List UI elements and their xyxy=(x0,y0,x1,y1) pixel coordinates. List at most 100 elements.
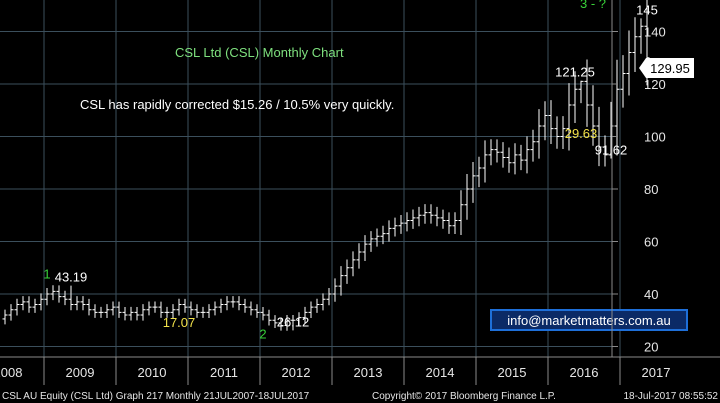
url-box-frame xyxy=(490,309,688,331)
ohlc-bar xyxy=(524,136,530,174)
ohlc-bar xyxy=(68,285,74,311)
ohlc-bar xyxy=(536,109,542,159)
ohlc-bar xyxy=(566,83,572,151)
ohlc-bar xyxy=(128,306,134,321)
ohlc-bar xyxy=(470,161,476,203)
ohlc-bar xyxy=(110,301,116,316)
ohlc-bar xyxy=(242,298,248,313)
x-tick-label: 2008 xyxy=(0,365,22,380)
ohlc-bar xyxy=(284,315,290,331)
footer-security: CSL AU Equity (CSL Ltd) Graph 217 Monthl… xyxy=(2,391,310,402)
x-tick-label: 2009 xyxy=(66,365,95,380)
y-tick-label: 120 xyxy=(644,77,666,92)
ohlc-bar xyxy=(146,301,152,316)
ohlc-bar xyxy=(362,235,368,261)
ohlc-bar xyxy=(308,301,314,319)
ohlc-bar xyxy=(14,298,20,316)
ohlc-bar xyxy=(326,287,332,306)
y-tick-label: 40 xyxy=(644,287,658,302)
ohlc-bar xyxy=(164,306,170,318)
wave-label: 3 - ? xyxy=(580,0,606,11)
ohlc-bar xyxy=(632,17,638,73)
ohlc-bar xyxy=(416,206,422,227)
x-axis: 2008 2009 2010 2011 2012 2013 2014 2015 2016 2017 xyxy=(0,357,670,385)
ohlc-bar xyxy=(2,309,8,325)
ohlc-bar xyxy=(398,214,404,234)
ohlc-bar xyxy=(386,220,392,242)
ohlc-bar xyxy=(548,100,554,144)
footer-bar xyxy=(0,385,720,403)
value-label: 91.62 xyxy=(595,142,628,157)
ohlc-bar xyxy=(452,212,458,234)
ohlc-bar xyxy=(92,304,98,318)
ohlc-bar xyxy=(98,306,104,318)
ohlc-bar xyxy=(392,217,398,237)
ohlc-bar xyxy=(590,85,596,146)
ohlc-bar xyxy=(80,296,86,311)
ohlc-bar xyxy=(494,139,500,163)
ohlc-bar xyxy=(224,296,230,311)
ohlc-bar xyxy=(578,80,584,104)
ohlc-bar xyxy=(260,306,266,321)
ohlc-bar xyxy=(74,296,80,311)
ohlc-bar xyxy=(500,142,506,168)
ohlc-bar xyxy=(152,301,158,313)
ohlc-bar xyxy=(194,304,200,318)
ohlc-bar xyxy=(122,306,128,321)
ohlc-bar xyxy=(38,293,44,311)
ohlc-bar xyxy=(464,174,470,220)
ohlc-bar xyxy=(404,212,410,232)
value-label: 121.25 xyxy=(555,65,595,80)
ohlc-bar xyxy=(614,59,620,156)
ohlc-bar xyxy=(32,298,38,313)
value-label: 17.07 xyxy=(163,315,196,330)
ohlc-bar xyxy=(332,278,338,302)
ohlc-bar xyxy=(272,315,278,329)
ohlc-bar xyxy=(458,190,464,235)
ohlc-bar xyxy=(518,144,524,171)
x-tick-label: 2017 xyxy=(642,365,671,380)
last-price-marker: 129.95 xyxy=(639,58,694,78)
x-tick-label: 2016 xyxy=(570,365,599,380)
ohlc-bar xyxy=(422,204,428,224)
ohlc-bar xyxy=(56,285,62,303)
ohlc-bar xyxy=(620,55,626,108)
ohlc-bar xyxy=(542,101,548,141)
ohlc-bar xyxy=(320,293,326,311)
ohlc-bar xyxy=(26,296,32,313)
value-label: 29.63 xyxy=(565,126,598,141)
ohlc-bar xyxy=(602,135,608,167)
last-price-box xyxy=(639,58,694,78)
y-tick-label: 20 xyxy=(644,340,658,355)
ohlc-bar xyxy=(182,298,188,313)
ohlc-bar xyxy=(626,30,632,96)
ohlc-bar xyxy=(254,304,260,318)
ohlc-bar xyxy=(446,212,452,234)
ohlc-bar xyxy=(572,71,578,123)
ohlc-bar xyxy=(338,266,344,296)
ohlc-bar xyxy=(482,140,488,183)
ohlc-bar xyxy=(218,298,224,313)
url-label[interactable]: info@marketmatters.com.au xyxy=(507,313,670,328)
ohlc-bar xyxy=(440,209,446,229)
ohlc-bar xyxy=(50,285,56,301)
x-tick-label: 2013 xyxy=(354,365,383,380)
ohlc-bar xyxy=(296,312,302,326)
ohlc-bar xyxy=(488,139,494,166)
footer-copyright: Copyright© 2017 Bloomberg Finance L.P. xyxy=(372,391,556,402)
ohlc-bar xyxy=(278,317,284,331)
ohlc-bar xyxy=(248,301,254,316)
url-box[interactable]: info@marketmatters.com.au xyxy=(490,309,688,331)
ohlc-bar xyxy=(374,228,380,247)
ohlc-bar xyxy=(188,301,194,316)
y-tick-label: 60 xyxy=(644,235,658,250)
wave-label: 1 xyxy=(43,266,50,281)
ohlc-bar xyxy=(356,243,362,269)
ohlc-bar xyxy=(212,301,218,316)
ohlc-bar xyxy=(596,106,602,167)
ohlc-bar xyxy=(140,304,146,321)
y-tick-label: 100 xyxy=(644,130,666,145)
